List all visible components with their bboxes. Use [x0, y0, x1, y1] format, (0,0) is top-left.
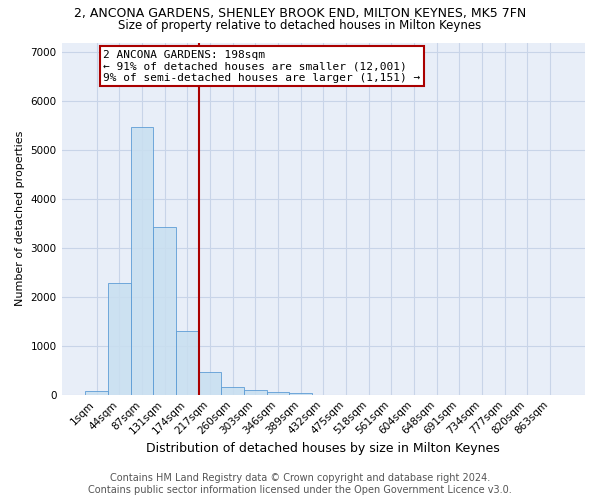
Bar [289, 393, 312, 394]
Bar [199, 372, 221, 394]
Text: Size of property relative to detached houses in Milton Keynes: Size of property relative to detached ho… [118, 19, 482, 32]
X-axis label: Distribution of detached houses by size in Milton Keynes: Distribution of detached houses by size … [146, 442, 500, 455]
Bar [85, 391, 108, 394]
Bar [108, 283, 131, 395]
Bar [131, 127, 154, 394]
Bar [154, 227, 176, 394]
Bar [266, 392, 289, 394]
Bar [176, 330, 199, 394]
Text: Contains HM Land Registry data © Crown copyright and database right 2024.
Contai: Contains HM Land Registry data © Crown c… [88, 474, 512, 495]
Y-axis label: Number of detached properties: Number of detached properties [15, 131, 25, 306]
Bar [244, 390, 266, 394]
Text: 2 ANCONA GARDENS: 198sqm
← 91% of detached houses are smaller (12,001)
9% of sem: 2 ANCONA GARDENS: 198sqm ← 91% of detach… [103, 50, 421, 82]
Text: 2, ANCONA GARDENS, SHENLEY BROOK END, MILTON KEYNES, MK5 7FN: 2, ANCONA GARDENS, SHENLEY BROOK END, MI… [74, 8, 526, 20]
Bar [221, 386, 244, 394]
